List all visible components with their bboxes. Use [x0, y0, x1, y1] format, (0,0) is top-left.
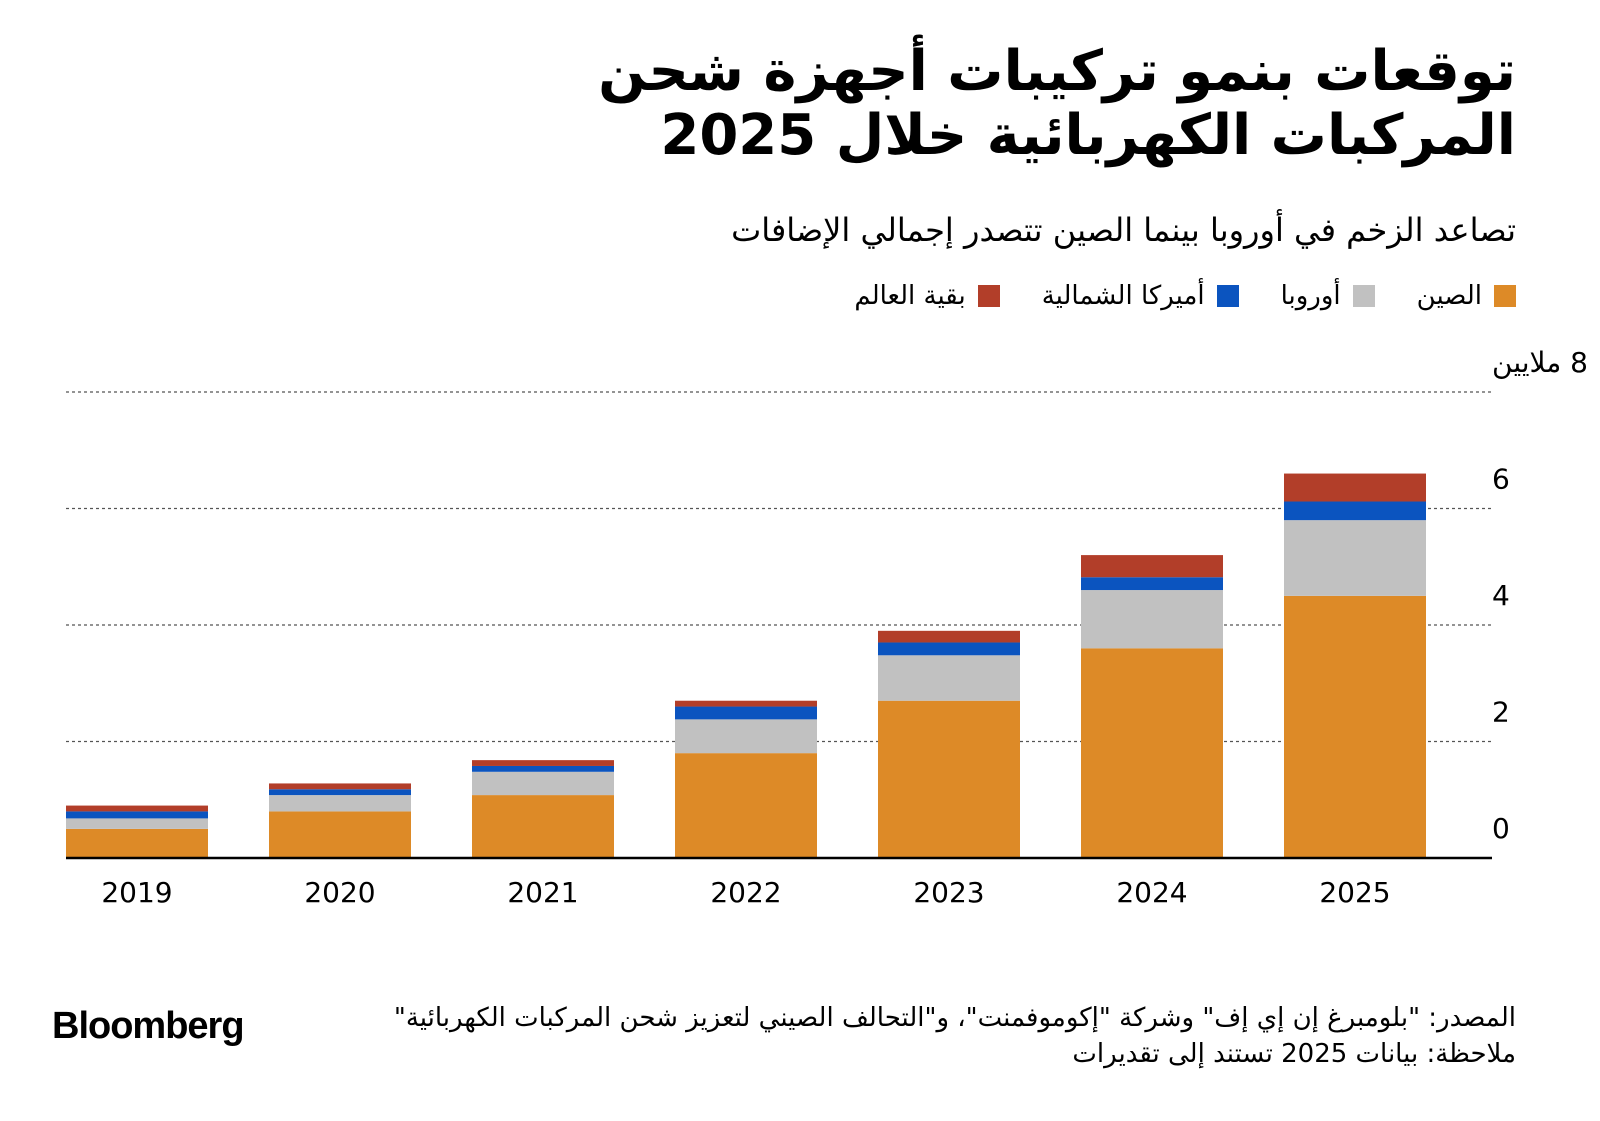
bar-segment	[878, 655, 1020, 701]
bar-segment	[472, 795, 614, 858]
bloomberg-logo: Bloomberg	[52, 1005, 245, 1047]
legend-swatch-north-america	[1216, 285, 1239, 307]
bar-segment	[1081, 590, 1223, 649]
x-tick-label: 2022	[710, 876, 781, 909]
bar-segment	[1284, 473, 1426, 502]
bar-segment	[472, 765, 614, 772]
title-line-2: المركبات الكهربائية خلال 2025	[660, 103, 1516, 168]
legend-swatch-europe	[1352, 285, 1375, 307]
bar-segment	[1081, 555, 1223, 578]
bar-segment	[269, 811, 411, 858]
bar-segment	[878, 700, 1020, 858]
x-tick-label: 2021	[507, 876, 578, 909]
legend-item-rest-of-world: بقية العالم	[854, 280, 1000, 312]
y-tick-label: 8 ملايين	[1492, 346, 1588, 379]
legend-swatch-china	[1494, 285, 1516, 307]
y-tick-label: 4	[1492, 579, 1510, 612]
bar-segment	[1284, 501, 1426, 521]
bar-segment	[269, 789, 411, 796]
stacked-bar-chart: 0 2 4 6 8 ملايين 2019 2020 2021 2022 2023 2024 2025	[66, 346, 1588, 909]
y-tick-label: 0	[1492, 812, 1510, 845]
bar-segment	[878, 642, 1020, 656]
legend-item-europe: أوروبا	[1281, 280, 1375, 312]
x-tick-label: 2019	[101, 876, 172, 909]
legend-label-north-america: أميركا الشمالية	[1041, 281, 1205, 311]
legend-item-china: الصين	[1417, 280, 1516, 312]
bar-segment	[66, 818, 208, 829]
chart-title: توقعات بنمو تركيبات أجهزة شحن المركبات ا…	[516, 40, 1516, 168]
bar-segment	[675, 719, 817, 754]
bar-segment	[1081, 577, 1223, 591]
x-tick-label: 2023	[913, 876, 984, 909]
bar-segment	[472, 760, 614, 766]
x-tick-label: 2024	[1116, 876, 1187, 909]
note-line: ملاحظة: بيانات 2025 تستند إلى تقديرات	[1072, 1039, 1516, 1069]
chart-subtitle: تصاعد الزخم في أوروبا بينما الصين تتصدر …	[731, 211, 1516, 249]
source-line: المصدر: "بلومبرغ إن إي إف" وشركة "إكوموف…	[393, 1003, 1516, 1033]
bar-segment	[269, 795, 411, 812]
bar-segment	[675, 706, 817, 720]
legend: الصين أوروبا أميركا الشمالية بقية العالم	[854, 280, 1516, 312]
legend-label-china: الصين	[1416, 281, 1482, 311]
bar-segment	[878, 630, 1020, 643]
title-line-1: توقعات بنمو تركيبات أجهزة شحن	[598, 39, 1516, 104]
x-tick-label: 2020	[304, 876, 375, 909]
legend-item-north-america: أميركا الشمالية	[1042, 280, 1239, 312]
bar-segment	[1081, 648, 1223, 858]
x-tick-label: 2025	[1319, 876, 1390, 909]
bar-segment	[1284, 595, 1426, 858]
legend-label-europe: أوروبا	[1280, 281, 1341, 311]
bar-segment	[1284, 520, 1426, 596]
bar-segment	[269, 783, 411, 790]
bar-segment	[66, 828, 208, 858]
y-tick-label: 6	[1492, 463, 1510, 496]
bar-segment	[675, 753, 817, 858]
legend-label-rest-of-world: بقية العالم	[854, 281, 966, 311]
bar-segment	[675, 700, 817, 707]
bar-segment	[472, 771, 614, 796]
bar-segment	[66, 811, 208, 819]
y-tick-label: 2	[1492, 696, 1510, 729]
legend-swatch-rest-of-world	[977, 285, 1000, 307]
footer: المصدر: "بلومبرغ إن إي إف" وشركة "إكوموف…	[316, 1000, 1516, 1072]
bar-segment	[66, 805, 208, 812]
